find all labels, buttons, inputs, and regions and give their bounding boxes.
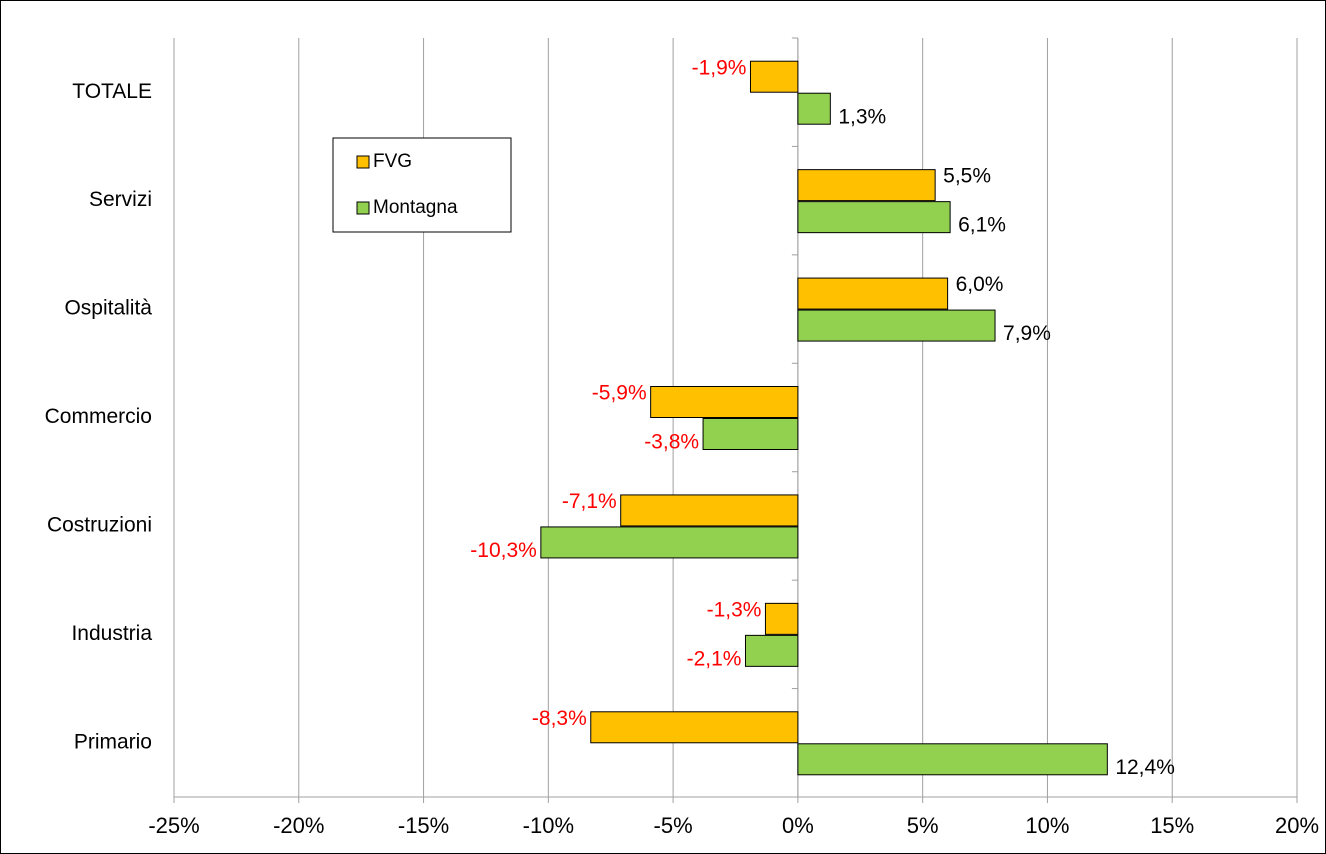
bar [702, 418, 799, 450]
bar [797, 277, 949, 310]
legend-swatch [356, 201, 370, 215]
value-label: -8,3% [532, 707, 587, 730]
bar [797, 743, 1108, 776]
value-label: -2,1% [687, 647, 742, 670]
value-label: 6,0% [956, 273, 1004, 296]
bar [590, 711, 799, 744]
legend-label: Montagna [373, 197, 458, 218]
bar [797, 92, 831, 125]
bar [797, 169, 936, 202]
value-label: 6,1% [958, 214, 1006, 237]
x-tick-label: -10% [523, 813, 574, 838]
x-tick-label: -25% [148, 813, 199, 838]
legend-label: FVG [373, 151, 412, 172]
legend-swatch [356, 155, 370, 169]
x-tick-label: 0% [782, 813, 814, 838]
y-tick-label: Ospitalità [64, 297, 152, 320]
bar [764, 602, 799, 635]
x-tick-label: 10% [1025, 813, 1069, 838]
y-tick-label: Primario [74, 730, 152, 753]
x-tick-label: 5% [907, 813, 939, 838]
bar [749, 60, 799, 93]
y-tick-label: Costruzioni [47, 513, 152, 536]
y-tick-label: Industria [71, 622, 152, 645]
value-label: -5,9% [592, 382, 647, 405]
x-tick-label: 20% [1275, 813, 1319, 838]
bar [797, 309, 996, 342]
x-tick-label: 15% [1150, 813, 1194, 838]
value-label: -7,1% [562, 490, 617, 513]
value-label: -3,8% [644, 431, 699, 454]
value-label: 12,4% [1115, 756, 1175, 779]
value-label: -1,9% [692, 56, 747, 79]
x-tick-label: -15% [398, 813, 449, 838]
x-tick-label: -20% [273, 813, 324, 838]
bar [540, 526, 799, 559]
value-label: 1,3% [838, 105, 886, 128]
y-tick-label: Commercio [45, 405, 152, 428]
bar [744, 634, 799, 667]
y-tick-label: TOTALE [72, 80, 152, 103]
value-label: -10,3% [470, 539, 537, 562]
value-label: 5,5% [943, 165, 991, 188]
bar [650, 386, 799, 418]
y-tick-label: Servizi [89, 188, 152, 211]
bar [620, 494, 799, 527]
value-label: 7,9% [1003, 322, 1051, 345]
x-tick-label: -5% [654, 813, 693, 838]
bar [797, 201, 951, 234]
legend-box [332, 137, 512, 233]
value-label: -1,3% [707, 598, 762, 621]
